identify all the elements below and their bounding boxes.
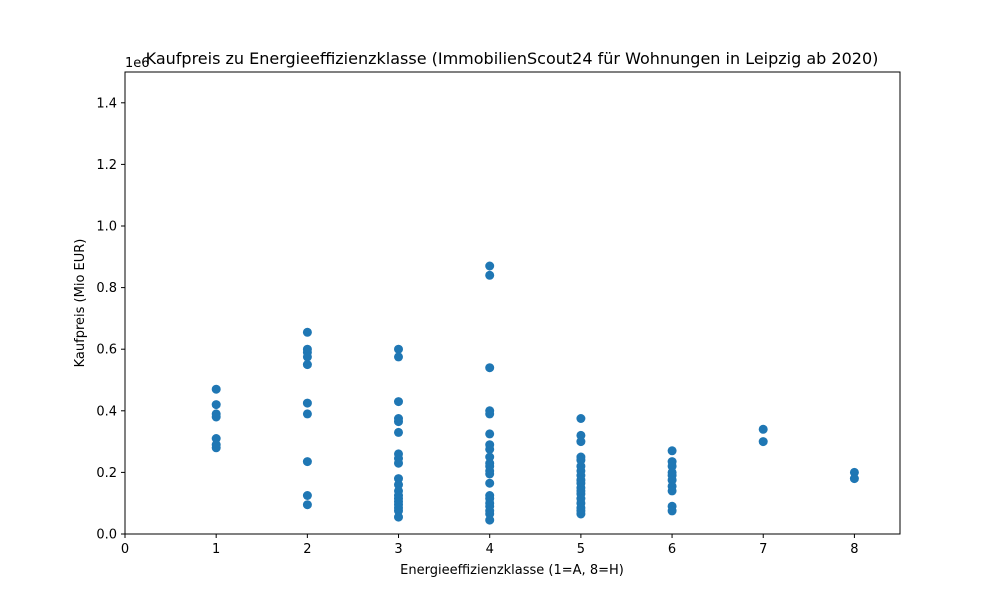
x-tick-label: 8 — [850, 542, 858, 557]
data-point — [485, 515, 495, 525]
x-tick-label: 0 — [121, 542, 129, 557]
data-point — [485, 444, 495, 454]
y-axis-label: Kaufpreis (Mio EUR) — [73, 239, 88, 368]
x-axis-label: Energieeffizienzklasse (1=A, 8=H) — [400, 563, 624, 578]
x-tick-label: 6 — [668, 542, 676, 557]
data-point — [302, 360, 312, 370]
data-point — [211, 434, 221, 443]
x-axis: 0 1 2 3 4 5 6 7 8 — [121, 534, 859, 557]
data-point — [394, 397, 403, 407]
data-point — [394, 480, 403, 490]
data-point — [211, 384, 221, 394]
data-point — [394, 512, 403, 522]
data-point — [485, 261, 495, 271]
data-point — [394, 344, 403, 354]
data-point — [485, 429, 495, 439]
x-tick-label: 3 — [394, 542, 402, 557]
data-point — [485, 363, 495, 373]
data-point — [758, 424, 768, 434]
data-point — [211, 400, 221, 410]
data-point — [302, 409, 312, 419]
x-tick-label: 2 — [303, 542, 311, 557]
data-point — [667, 486, 677, 496]
data-point — [485, 469, 495, 479]
data-points — [211, 261, 859, 525]
data-point — [394, 417, 403, 427]
data-point — [394, 352, 403, 362]
y-tick-label: 1.4 — [96, 96, 117, 111]
data-point — [302, 327, 312, 337]
y-tick-label: 0.8 — [96, 281, 117, 296]
data-point — [302, 352, 312, 362]
data-point — [758, 437, 768, 447]
x-tick-label: 7 — [759, 542, 767, 557]
y-tick-label: 0.6 — [96, 343, 117, 358]
data-point — [394, 506, 403, 516]
y-tick-label: 1.0 — [96, 220, 117, 235]
data-point — [485, 452, 495, 462]
data-point — [485, 409, 495, 419]
data-point — [667, 461, 677, 471]
x-tick-label: 1 — [212, 542, 220, 557]
x-tick-label: 5 — [577, 542, 585, 557]
y-tick-label: 0.4 — [96, 404, 117, 419]
data-point — [667, 475, 677, 485]
data-point — [302, 457, 312, 467]
data-point — [576, 414, 586, 423]
x-tick-label: 4 — [486, 542, 494, 557]
y-tick-label: 1.2 — [96, 158, 117, 173]
y-offset-label: 1e6 — [125, 56, 150, 71]
y-axis: 0.0 0.2 0.4 0.6 0.8 1.0 1.2 1.4 — [96, 96, 125, 543]
data-point — [302, 500, 312, 510]
data-point — [576, 430, 586, 440]
y-tick-label: 0.2 — [96, 466, 117, 481]
data-point — [667, 506, 677, 516]
data-point — [849, 467, 859, 477]
data-point — [576, 437, 586, 447]
data-point — [485, 478, 495, 488]
y-tick-label: 0.0 — [96, 528, 117, 543]
data-point — [394, 427, 403, 437]
plot-frame — [124, 71, 901, 535]
data-point — [302, 398, 312, 408]
data-point — [576, 509, 586, 519]
data-point — [211, 443, 221, 453]
data-point — [485, 270, 495, 280]
data-point — [302, 491, 312, 500]
data-point — [394, 458, 403, 468]
data-point — [849, 474, 859, 484]
data-point — [667, 446, 677, 456]
data-point — [211, 412, 221, 422]
chart-title: Kaufpreis zu Energieeffizienzklasse (Imm… — [146, 49, 879, 68]
